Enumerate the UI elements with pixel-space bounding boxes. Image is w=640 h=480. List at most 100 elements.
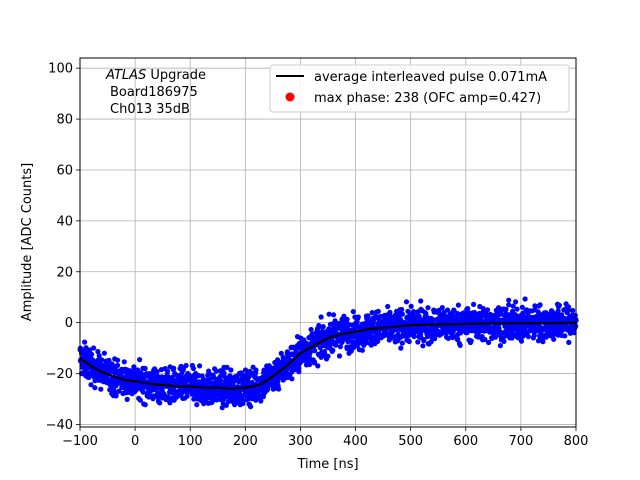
sample-point: [167, 400, 173, 406]
sample-point: [121, 359, 127, 365]
annotation-atlas: ATLAS: [105, 68, 146, 83]
sample-point: [316, 322, 322, 329]
sample-point: [190, 365, 197, 372]
sample-point: [506, 297, 512, 303]
sample-point: [559, 312, 565, 318]
sample-point: [278, 350, 284, 356]
sample-point: [89, 351, 95, 357]
sample-point: [510, 303, 516, 309]
sample-point: [408, 303, 414, 309]
average-pulse-line: [79, 321, 577, 390]
sample-point: [555, 308, 561, 314]
sample-point: [535, 338, 542, 344]
annotation-line-1: ATLAS Upgrade: [105, 68, 206, 83]
sample-point: [365, 313, 371, 319]
sample-point: [197, 363, 203, 369]
sample-point: [218, 378, 224, 384]
sample-point: [570, 307, 576, 314]
sample-point: [556, 302, 563, 308]
y-tick-label: 100: [48, 62, 73, 77]
sample-point: [457, 342, 463, 348]
sample-point: [315, 363, 321, 369]
sample-point: [566, 307, 572, 313]
sample-point: [142, 365, 148, 372]
sample-point: [455, 336, 461, 342]
y-tick-label: 80: [56, 113, 73, 128]
sample-point: [157, 400, 163, 406]
sample-point: [224, 364, 230, 370]
sample-point: [506, 302, 512, 308]
sample-point: [399, 340, 405, 346]
sample-point: [184, 393, 190, 399]
sample-point: [415, 339, 421, 345]
y-tick-label: 60: [56, 163, 73, 178]
sample-point: [445, 307, 451, 313]
sample-point: [439, 305, 445, 311]
sample-point: [91, 345, 97, 351]
sample-point: [96, 353, 102, 359]
sample-point: [154, 369, 160, 375]
sample-point: [99, 357, 105, 363]
sample-point: [240, 400, 246, 407]
sample-point: [307, 361, 313, 368]
x-tick-label: 700: [508, 434, 533, 449]
sample-point: [140, 389, 146, 395]
sample-point: [341, 313, 347, 319]
sample-point: [326, 311, 332, 317]
sample-point: [468, 338, 474, 344]
sample-point: [458, 330, 464, 336]
sample-point: [248, 404, 254, 410]
sample-point: [101, 350, 107, 356]
average-pulse-series: [79, 321, 577, 390]
sample-point: [114, 362, 121, 368]
sample-point: [308, 326, 314, 333]
sample-point: [87, 347, 93, 353]
sample-point: [562, 333, 568, 339]
sample-point: [276, 386, 282, 392]
y-tick-label: 20: [56, 265, 73, 280]
sample-point: [513, 299, 519, 305]
sample-point: [537, 302, 543, 308]
sample-point: [106, 357, 112, 363]
sample-point: [425, 305, 431, 311]
sample-point: [503, 306, 509, 312]
sample-point: [221, 370, 227, 376]
sample-point: [296, 365, 302, 371]
sample-point: [455, 302, 461, 308]
sample-point: [371, 320, 377, 326]
sample-point: [275, 379, 281, 385]
y-tick-label: 0: [65, 316, 73, 331]
annotation-upgrade: Upgrade: [146, 68, 206, 83]
x-tick-label: 500: [398, 434, 423, 449]
sample-point: [275, 357, 281, 363]
sample-point: [115, 357, 121, 363]
sample-point: [124, 396, 130, 402]
sample-point: [551, 336, 557, 342]
annotation-line-2: Board186975: [110, 85, 198, 100]
x-tick-label: 400: [343, 434, 368, 449]
sample-point: [418, 298, 424, 304]
sample-point: [333, 342, 339, 348]
sample-point: [572, 312, 578, 318]
sample-point: [255, 395, 261, 401]
sample-point: [518, 338, 525, 344]
sample-point: [359, 347, 365, 353]
y-tick-label: −40: [46, 418, 73, 433]
sample-point: [571, 330, 577, 336]
legend-dot-swatch: [285, 92, 295, 102]
x-tick-label: −100: [62, 434, 98, 449]
sample-point: [82, 339, 88, 345]
sample-point: [183, 362, 189, 369]
y-axis-ticks: −40 −20 0 20 40 60 80 100: [46, 62, 80, 433]
legend-label-max-phase: max phase: 238 (OFC amp=0.427): [314, 91, 541, 106]
sample-point: [344, 316, 350, 322]
sample-point: [501, 338, 507, 344]
y-tick-label: −20: [46, 367, 73, 382]
sample-point: [92, 385, 98, 391]
sample-point: [174, 373, 180, 379]
sample-point: [142, 402, 148, 408]
x-tick-label: 200: [233, 434, 258, 449]
sample-point: [116, 388, 122, 394]
sample-point: [337, 344, 343, 350]
